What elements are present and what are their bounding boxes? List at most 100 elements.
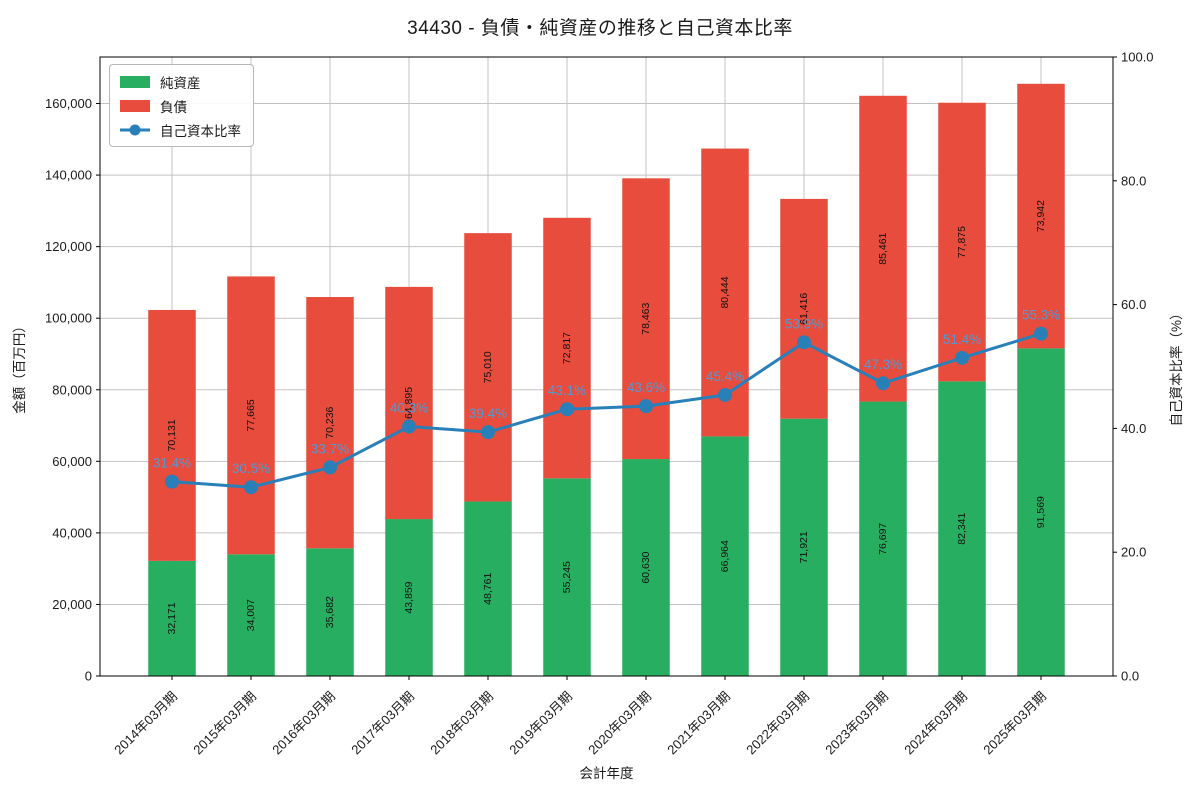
left-tick-label: 0: [85, 669, 92, 684]
x-tick-label: 2025年03月期: [980, 689, 1049, 758]
equity-ratio-label: 39.4%: [469, 406, 507, 421]
bar-value-label-equity: 55,245: [561, 561, 573, 593]
equity-ratio-label: 53.9%: [785, 316, 823, 331]
equity-ratio-marker: [797, 335, 811, 350]
bar-segment-equity: [543, 478, 591, 676]
bar-value-label-liabilities: 78,463: [640, 302, 652, 334]
left-tick-label: 80,000: [52, 382, 92, 397]
equity-swatch: [120, 75, 150, 88]
bar-value-label-liabilities: 72,817: [561, 332, 573, 364]
bar-value-label-equity: 35,682: [324, 596, 336, 628]
equity-ratio-marker: [876, 376, 890, 391]
x-tick-label: 2024年03月期: [901, 689, 970, 758]
right-axis-title: 自己資本比率（%）: [1168, 306, 1184, 426]
bar-value-label-liabilities: 73,942: [1035, 200, 1047, 232]
bar-segment-liabilities: [306, 297, 354, 549]
bar-segment-liabilities: [385, 286, 433, 520]
equity-ratio-label: 30.5%: [232, 461, 270, 476]
left-tick-label: 20,000: [52, 597, 92, 612]
bar-value-label-equity: 71,921: [798, 531, 810, 563]
x-axis-title: 会計年度: [580, 766, 634, 781]
bar-segment-equity: [148, 560, 196, 676]
left-tick-label: 120,000: [45, 239, 92, 254]
equity-ratio-marker: [323, 460, 337, 475]
bar-segment-liabilities: [227, 276, 275, 555]
bar-value-label-liabilities: 70,236: [324, 406, 336, 438]
bar-segment-equity: [622, 459, 670, 676]
equity-ratio-label: 51.4%: [943, 332, 981, 347]
bar-value-label-liabilities: 75,010: [482, 351, 494, 383]
bar-segment-equity: [859, 401, 907, 676]
x-tick-label: 2020年03月期: [585, 689, 654, 758]
bar-segment-equity: [385, 519, 433, 676]
equity-ratio-label: 43.6%: [627, 380, 665, 395]
bar-segment-equity: [938, 381, 986, 676]
chart-title: 34430 - 負債・純資産の推移と自己資本比率: [407, 18, 793, 39]
equity-ratio-label: 40.3%: [390, 401, 428, 416]
bar-segment-liabilities: [543, 217, 591, 479]
bar-value-label-equity: 66,964: [719, 540, 731, 572]
x-tick-label: 2021年03月期: [664, 689, 733, 758]
liabilities-swatch: [120, 99, 150, 112]
bar-value-label-equity: 60,630: [640, 551, 652, 583]
right-tick-label: 20.0: [1121, 545, 1146, 560]
left-tick-label: 100,000: [45, 311, 92, 326]
bar-value-label-equity: 91,569: [1035, 496, 1047, 528]
bar-value-label-liabilities: 77,875: [956, 226, 968, 258]
right-tick-label: 60.0: [1121, 297, 1146, 312]
bar-value-label-equity: 48,761: [482, 573, 494, 605]
equity-ratio-marker: [244, 480, 258, 495]
legend-item-liabilities: 負債: [120, 96, 241, 115]
bar-value-label-liabilities: 77,665: [245, 399, 257, 431]
x-tick-label: 2019年03月期: [506, 689, 575, 758]
x-tick-label: 2017年03月期: [348, 689, 417, 758]
bar-segment-equity: [780, 418, 828, 676]
plot-frame: [99, 56, 1114, 677]
bar-segment-equity: [306, 548, 354, 676]
bar-segment-equity: [464, 501, 512, 676]
left-tick-label: 140,000: [45, 168, 92, 183]
x-tick-label: 2016年03月期: [269, 689, 338, 758]
bar-value-label-liabilities: 61,416: [798, 293, 810, 325]
right-tick-label: 100.0: [1121, 50, 1154, 65]
bar-segment-equity: [227, 554, 275, 676]
equity-ratio-label: 43.1%: [548, 383, 586, 398]
equity-ratio-marker: [402, 419, 416, 434]
right-tick-label: 80.0: [1121, 173, 1146, 188]
right-tick-label: 0.0: [1121, 669, 1139, 684]
equity-ratio-line: [171, 332, 1042, 489]
bar-segment-equity: [1017, 348, 1065, 676]
x-tick-label: 2014年03月期: [111, 689, 180, 758]
equity-ratio-label: 47.3%: [864, 357, 902, 372]
x-tick-label: 2023年03月期: [822, 689, 891, 758]
equity-ratio-marker: [481, 425, 495, 440]
x-tick-label: 2015年03月期: [190, 689, 259, 758]
bar-value-label-equity: 76,697: [877, 523, 889, 555]
equity-ratio-label: 33.7%: [311, 441, 349, 456]
bar-value-label-equity: 34,007: [245, 599, 257, 631]
equity-ratio-label: 31.4%: [153, 456, 191, 471]
equity-ratio-label: 45.4%: [706, 369, 744, 384]
equity-ratio-marker: [165, 474, 179, 489]
bar-value-label-liabilities: 85,461: [877, 232, 889, 264]
bar-value-label-liabilities: 64,895: [403, 387, 415, 419]
bar-value-label-liabilities: 70,131: [166, 419, 178, 451]
equity-ratio-marker: [955, 350, 969, 365]
bar-value-label-equity: 82,341: [956, 512, 968, 544]
bar-segment-liabilities: [464, 233, 512, 502]
equity-ratio-marker: [718, 387, 732, 402]
left-tick-label: 160,000: [45, 96, 92, 111]
legend-label-equity: 純資産: [160, 75, 201, 91]
bar-value-label-liabilities: 80,444: [719, 276, 731, 308]
bar-segment-liabilities: [148, 309, 196, 561]
left-axis-title: 金額（百万円）: [12, 319, 27, 414]
equity-ratio-marker: [560, 402, 574, 417]
left-tick-label: 60,000: [52, 454, 92, 469]
equity-ratio-marker: [1034, 326, 1048, 341]
bar-segment-liabilities: [938, 102, 986, 382]
bar-segment-equity: [701, 436, 749, 676]
bar-segment-liabilities: [1017, 83, 1065, 349]
bar-segment-liabilities: [780, 198, 828, 419]
equity-ratio-label: 55.3%: [1022, 308, 1060, 323]
